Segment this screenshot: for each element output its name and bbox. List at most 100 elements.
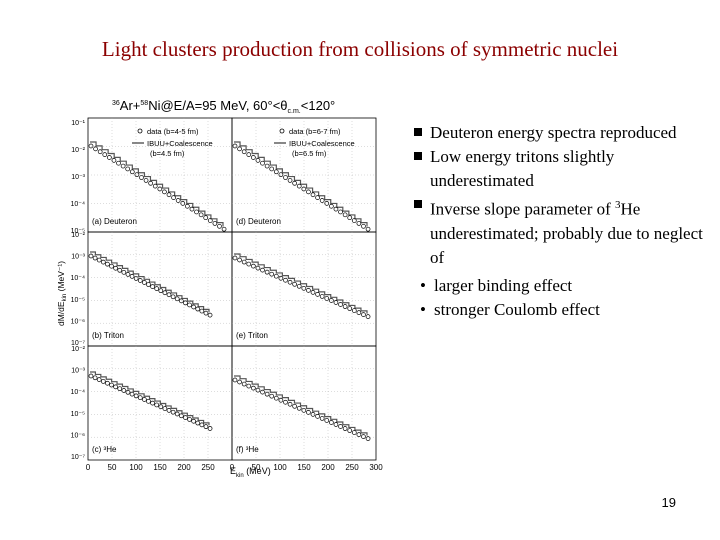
panel-label: (f) ³He	[236, 445, 259, 454]
square-bullet-icon	[414, 200, 422, 208]
data-point	[92, 255, 98, 261]
bullet-deuteron: Deuteron energy spectra reproduced	[414, 121, 714, 145]
data-point	[129, 169, 135, 175]
data-point	[142, 280, 147, 285]
data-point	[278, 275, 284, 281]
y-tick-label: 10⁻⁴	[71, 389, 86, 396]
data-point	[100, 379, 106, 384]
data-point	[207, 218, 213, 223]
sub-bullet-coulomb: • stronger Coulomb effect	[416, 298, 714, 322]
data-point	[93, 146, 98, 152]
data-point	[189, 206, 195, 212]
data-point	[207, 426, 213, 431]
data-point	[120, 163, 126, 169]
x-tick-label: 200	[321, 463, 335, 472]
bullet-triton: Low energy tritons slightly underestimat…	[414, 145, 714, 193]
data-point	[102, 152, 108, 157]
data-point	[241, 381, 247, 387]
data-point	[109, 263, 114, 269]
data-point	[246, 152, 252, 157]
data-point	[356, 432, 362, 437]
y-tick-label: 10⁻³	[71, 254, 85, 261]
data-point	[195, 306, 201, 312]
data-point	[96, 257, 102, 263]
data-point	[241, 259, 247, 265]
data-point	[221, 226, 227, 232]
data-point	[246, 383, 252, 389]
dot-bullet-icon: •	[420, 299, 426, 319]
data-point	[97, 149, 103, 155]
data-point	[142, 397, 147, 402]
data-point	[100, 259, 106, 265]
y-tick-label: 10⁻⁶	[71, 318, 85, 325]
data-point	[111, 157, 117, 163]
x-tick-labels: 0 50 100 150 200 250 0 50 100 150 200 250 300	[86, 463, 383, 472]
data-point	[296, 283, 302, 289]
data-point	[292, 180, 298, 186]
data-point	[251, 155, 256, 160]
data-point	[351, 430, 357, 435]
data-point	[134, 172, 140, 178]
y-tick-label: 10⁻⁷	[71, 454, 85, 461]
data-point	[117, 386, 123, 392]
data-point	[351, 308, 357, 313]
data-point	[232, 255, 238, 261]
data-point	[174, 296, 180, 302]
data-point	[203, 215, 209, 221]
model-histogram	[234, 375, 368, 436]
data-point	[203, 310, 209, 316]
data-point	[351, 218, 357, 223]
spectra-plot: 36Ar+58Ni@E/A=95 MeV, 60°<θc.m.<120° (a)…	[56, 98, 383, 479]
data-point	[269, 393, 275, 399]
data-point	[324, 418, 330, 423]
data-point	[166, 408, 172, 413]
data-point	[278, 172, 284, 178]
legend-right: data (b=6-7 fm) IBUU+Coalescence (b=6.5 …	[274, 127, 355, 158]
data-point	[301, 186, 307, 192]
bullet-helium: Inverse slope parameter of 3He underesti…	[414, 193, 714, 270]
data-point	[207, 312, 213, 318]
x-tick-label: 100	[129, 463, 143, 472]
data-point	[125, 166, 131, 172]
data-point	[365, 226, 371, 232]
legend-left: data (b=4-5 fm) IBUU+Coalescence (b=4.5 …	[132, 127, 213, 158]
x-tick-label: 150	[153, 463, 167, 472]
data-point	[217, 223, 222, 229]
data-point	[287, 178, 293, 183]
data-point	[306, 410, 311, 415]
data-point	[170, 409, 176, 415]
data-point	[92, 375, 98, 381]
data-point	[146, 282, 151, 287]
data-point	[283, 277, 288, 283]
y-tick-label: 10⁻⁵	[71, 297, 85, 304]
data-point	[121, 269, 127, 275]
data-point	[154, 402, 160, 408]
data-point	[195, 420, 201, 426]
data-point	[269, 271, 275, 277]
data-point	[157, 186, 163, 192]
data-point	[365, 314, 371, 319]
data-point	[148, 180, 154, 186]
data-point	[137, 278, 143, 283]
y-tick-label: 10⁻⁵	[71, 228, 85, 235]
panel-label: (d) Deuteron	[236, 217, 281, 226]
data-point	[283, 399, 288, 405]
panel-labels: (a) Deuteron (d) Deuteron (b) Triton (e) Tr…	[92, 217, 281, 454]
data-point	[255, 265, 261, 271]
data-point	[329, 203, 334, 209]
data-point	[185, 203, 190, 209]
data-point	[129, 274, 135, 279]
data-point	[338, 302, 343, 307]
page-number: 19	[661, 495, 676, 510]
x-tick-label: 250	[345, 463, 359, 472]
data-point	[319, 416, 325, 421]
data-point	[237, 379, 242, 385]
spectra-figure: 36Ar+58Ni@E/A=95 MeV, 60°<θc.m.<120° (a)…	[52, 96, 392, 484]
data-point	[329, 420, 334, 425]
figure-header: 36Ar+58Ni@E/A=95 MeV, 60°<θc.m.<120°	[112, 98, 335, 115]
data-point	[292, 281, 298, 287]
data-point	[342, 212, 348, 218]
data-point	[324, 201, 330, 206]
data-point	[342, 304, 348, 309]
data-point	[237, 257, 242, 263]
